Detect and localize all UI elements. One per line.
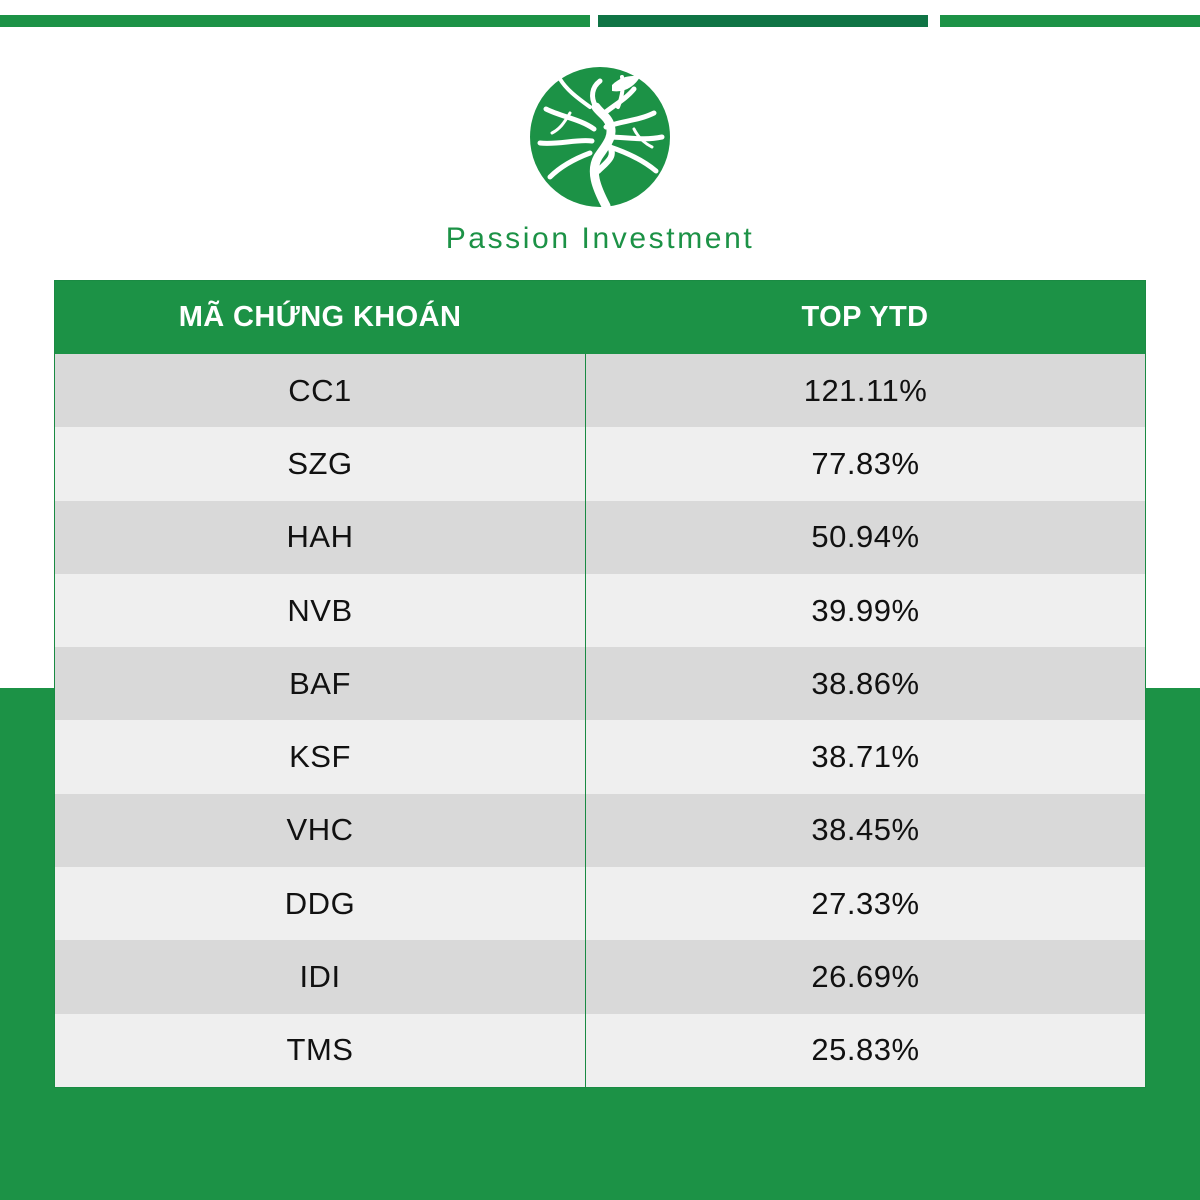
- table-row: SZG 77.83%: [55, 427, 1145, 501]
- cell-top-ytd: 27.33%: [811, 885, 920, 921]
- cell-top-ytd: 26.69%: [811, 959, 920, 995]
- table-row: IDI 26.69%: [55, 940, 1145, 1014]
- cell-stock-code: BAF: [55, 647, 586, 721]
- stock-ranking-table: MÃ CHỨNG KHOÁN TOP YTD CC1 121.11% SZG 77.8…: [54, 280, 1146, 1088]
- cell-stock-code: DDG: [55, 867, 586, 941]
- cell-stock-code: IDI: [55, 940, 586, 1014]
- table-row: CC1 121.11%: [55, 354, 1145, 428]
- cell-stock-code: KSF: [55, 720, 586, 794]
- table-body: CC1 121.11% SZG 77.83% HAH 50.94% NVB 39.99% BAF…: [55, 354, 1145, 1087]
- table-row: BAF 38.86%: [55, 647, 1145, 721]
- table-row: HAH 50.94%: [55, 500, 1145, 574]
- tree-logo-icon: [530, 67, 670, 211]
- cell-stock-code: SZG: [55, 427, 586, 501]
- cell-top-ytd: 38.86%: [811, 665, 920, 701]
- cell-top-ytd: 77.83%: [811, 445, 920, 481]
- cell-stock-code: CC1: [55, 354, 586, 428]
- table-row: KSF 38.71%: [55, 720, 1145, 794]
- cell-top-ytd: 38.71%: [811, 739, 920, 775]
- top-accent-bar-left: [0, 15, 590, 27]
- top-accent-bar-middle: [598, 15, 928, 27]
- cell-top-ytd: 50.94%: [811, 519, 920, 555]
- cell-stock-code: HAH: [55, 500, 586, 574]
- column-header-stock-code: MÃ CHỨNG KHOÁN: [178, 301, 462, 333]
- cell-top-ytd: 121.11%: [803, 372, 928, 408]
- table-row: DDG 27.33%: [55, 867, 1145, 941]
- cell-stock-code: TMS: [55, 1013, 586, 1087]
- cell-stock-code: NVB: [55, 573, 586, 648]
- brand-name: Passion Investment: [445, 222, 755, 255]
- table-row: NVB 39.99%: [55, 573, 1145, 648]
- cell-stock-code: VHC: [55, 793, 586, 868]
- table-row: VHC 38.45%: [55, 793, 1145, 868]
- cell-top-ytd: 25.83%: [811, 1032, 920, 1068]
- column-header-top-ytd: TOP YTD: [801, 301, 929, 333]
- table-header: MÃ CHỨNG KHOÁN TOP YTD: [55, 281, 1145, 354]
- top-accent-bar-right: [940, 15, 1200, 27]
- table-row: TMS 25.83%: [55, 1013, 1145, 1087]
- cell-top-ytd: 39.99%: [811, 592, 920, 628]
- cell-top-ytd: 38.45%: [811, 812, 920, 848]
